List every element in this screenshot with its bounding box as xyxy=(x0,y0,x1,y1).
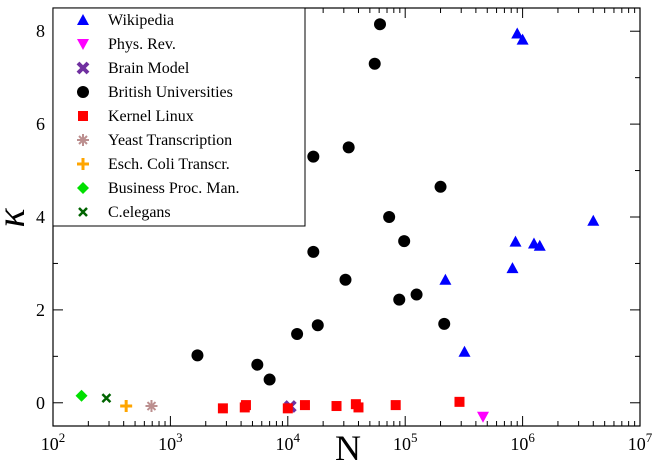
legend-marker xyxy=(77,39,89,50)
point-british-universities xyxy=(311,319,324,332)
point-british-universities xyxy=(438,317,451,330)
y-tick-label: 8 xyxy=(36,21,45,41)
point-british-universities xyxy=(251,358,264,371)
y-tick-label: 4 xyxy=(36,207,45,227)
legend-label: Yeast Transcription xyxy=(108,132,232,149)
point-kernel-linux xyxy=(217,403,228,414)
y-tick-label: 2 xyxy=(36,300,45,320)
y-tick-label: 0 xyxy=(36,393,45,413)
legend: Wikipedia Phys. Rev. Brain Model British Un… xyxy=(52,7,306,227)
point-wikipedia xyxy=(458,345,471,357)
point-kernel-linux xyxy=(353,402,364,413)
legend-label: Phys. Rev. xyxy=(108,36,176,53)
x-tick-label: 105 xyxy=(393,430,418,454)
y-tick-label: 6 xyxy=(36,114,45,134)
legend-marker xyxy=(77,86,89,98)
point-british-universities xyxy=(191,349,204,362)
legend-label: Esch. Coli Transcr. xyxy=(108,156,230,173)
legend-label: Business Proc. Man. xyxy=(108,180,240,197)
point-wikipedia xyxy=(509,235,522,247)
point-business-proc-man xyxy=(75,389,88,402)
legend-marker xyxy=(77,182,89,194)
point-british-universities xyxy=(307,245,320,258)
legend-box xyxy=(52,7,306,227)
y-axis-title: κ xyxy=(0,208,33,228)
legend-label: C.elegans xyxy=(108,204,171,221)
point-c-elegans xyxy=(101,393,112,404)
point-wikipedia xyxy=(439,273,452,285)
legend-items: Wikipedia Phys. Rev. Brain Model British Un… xyxy=(76,12,240,221)
point-british-universities xyxy=(373,18,386,31)
point-british-universities xyxy=(410,288,423,301)
legend-marker xyxy=(78,207,88,217)
x-tick-label: 107 xyxy=(628,430,653,454)
x-tick-label: 104 xyxy=(276,430,301,454)
legend-marker xyxy=(77,14,89,25)
point-kernel-linux xyxy=(331,401,342,412)
point-kernel-linux xyxy=(390,400,401,411)
point-british-universities xyxy=(398,235,411,248)
point-wikipedia xyxy=(511,27,524,39)
legend-marker xyxy=(76,61,90,75)
legend-label: Brain Model xyxy=(108,60,190,77)
point-kernel-linux xyxy=(299,400,310,411)
axis-tick-labels: 102 103 104 105 106 107 0 2 4 6 8 xyxy=(36,21,653,454)
point-british-universities xyxy=(393,293,406,306)
point-british-universities xyxy=(383,211,396,223)
point-yeast-transcription xyxy=(145,400,158,413)
legend-marker xyxy=(78,111,88,121)
point-british-universities xyxy=(291,328,304,341)
point-kernel-linux xyxy=(454,396,465,407)
x-tick-label: 106 xyxy=(510,430,535,454)
point-kernel-linux xyxy=(240,400,251,411)
point-esch-coli-transcr xyxy=(120,400,133,413)
point-wikipedia xyxy=(587,214,600,226)
legend-marker xyxy=(77,134,89,146)
point-british-universities xyxy=(307,150,320,163)
data-points xyxy=(75,18,600,423)
point-kernel-linux xyxy=(282,403,293,414)
legend-label: Kernel Linux xyxy=(108,108,194,125)
point-british-universities xyxy=(434,180,447,193)
point-british-universities xyxy=(263,373,276,386)
point-wikipedia xyxy=(533,239,546,251)
legend-marker xyxy=(77,158,89,170)
legend-label: Wikipedia xyxy=(108,12,174,29)
x-tick-label: 103 xyxy=(158,430,183,454)
point-british-universities xyxy=(368,57,381,70)
point-british-universities xyxy=(339,273,352,286)
x-tick-label: 102 xyxy=(41,430,66,454)
point-wikipedia xyxy=(516,33,529,45)
point-phys-rev xyxy=(477,411,490,423)
legend-label: British Universities xyxy=(108,84,233,101)
point-british-universities xyxy=(342,141,355,154)
x-axis-title: N xyxy=(335,428,361,466)
point-wikipedia xyxy=(506,262,519,274)
